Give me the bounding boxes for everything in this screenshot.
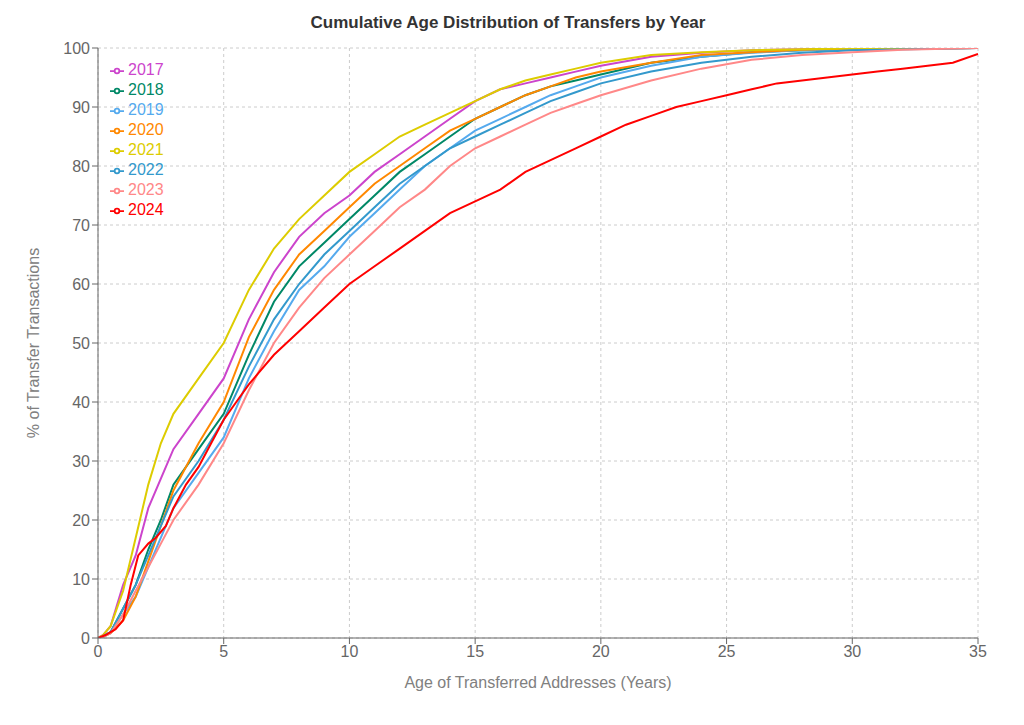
svg-text:30: 30 [72,453,90,470]
svg-text:50: 50 [72,335,90,352]
svg-text:0: 0 [94,643,103,660]
svg-text:20: 20 [592,643,610,660]
html-text:2019: 2019 [128,101,164,118]
svg-text:5: 5 [219,643,228,660]
svg-text:100: 100 [63,40,90,57]
svg-text:60: 60 [72,276,90,293]
svg-text:10: 10 [341,643,359,660]
svg-text:40: 40 [72,394,90,411]
svg-text:80: 80 [72,158,90,175]
svg-text:30: 30 [843,643,861,660]
html-text:2017: 2017 [128,61,164,78]
svg-text:% of Transfer Transactions: % of Transfer Transactions [25,248,42,438]
html-text:2018: 2018 [128,81,164,98]
html-text:2023: 2023 [128,181,164,198]
svg-text:20: 20 [72,512,90,529]
html-text:2020: 2020 [128,121,164,138]
svg-text:90: 90 [72,99,90,116]
html-text:Cumulative Age Distribution of: Cumulative Age Distribution of Transfers… [310,13,706,32]
html-text:2022: 2022 [128,161,164,178]
svg-text:10: 10 [72,571,90,588]
svg-text:Age of Transferred Addresses (: Age of Transferred Addresses (Years) [404,674,671,691]
html-text:2021: 2021 [128,141,164,158]
svg-text:0: 0 [81,630,90,647]
svg-text:15: 15 [466,643,484,660]
svg-text:70: 70 [72,217,90,234]
html-text:2024: 2024 [128,201,164,218]
svg-text:25: 25 [718,643,736,660]
svg-text:35: 35 [969,643,987,660]
